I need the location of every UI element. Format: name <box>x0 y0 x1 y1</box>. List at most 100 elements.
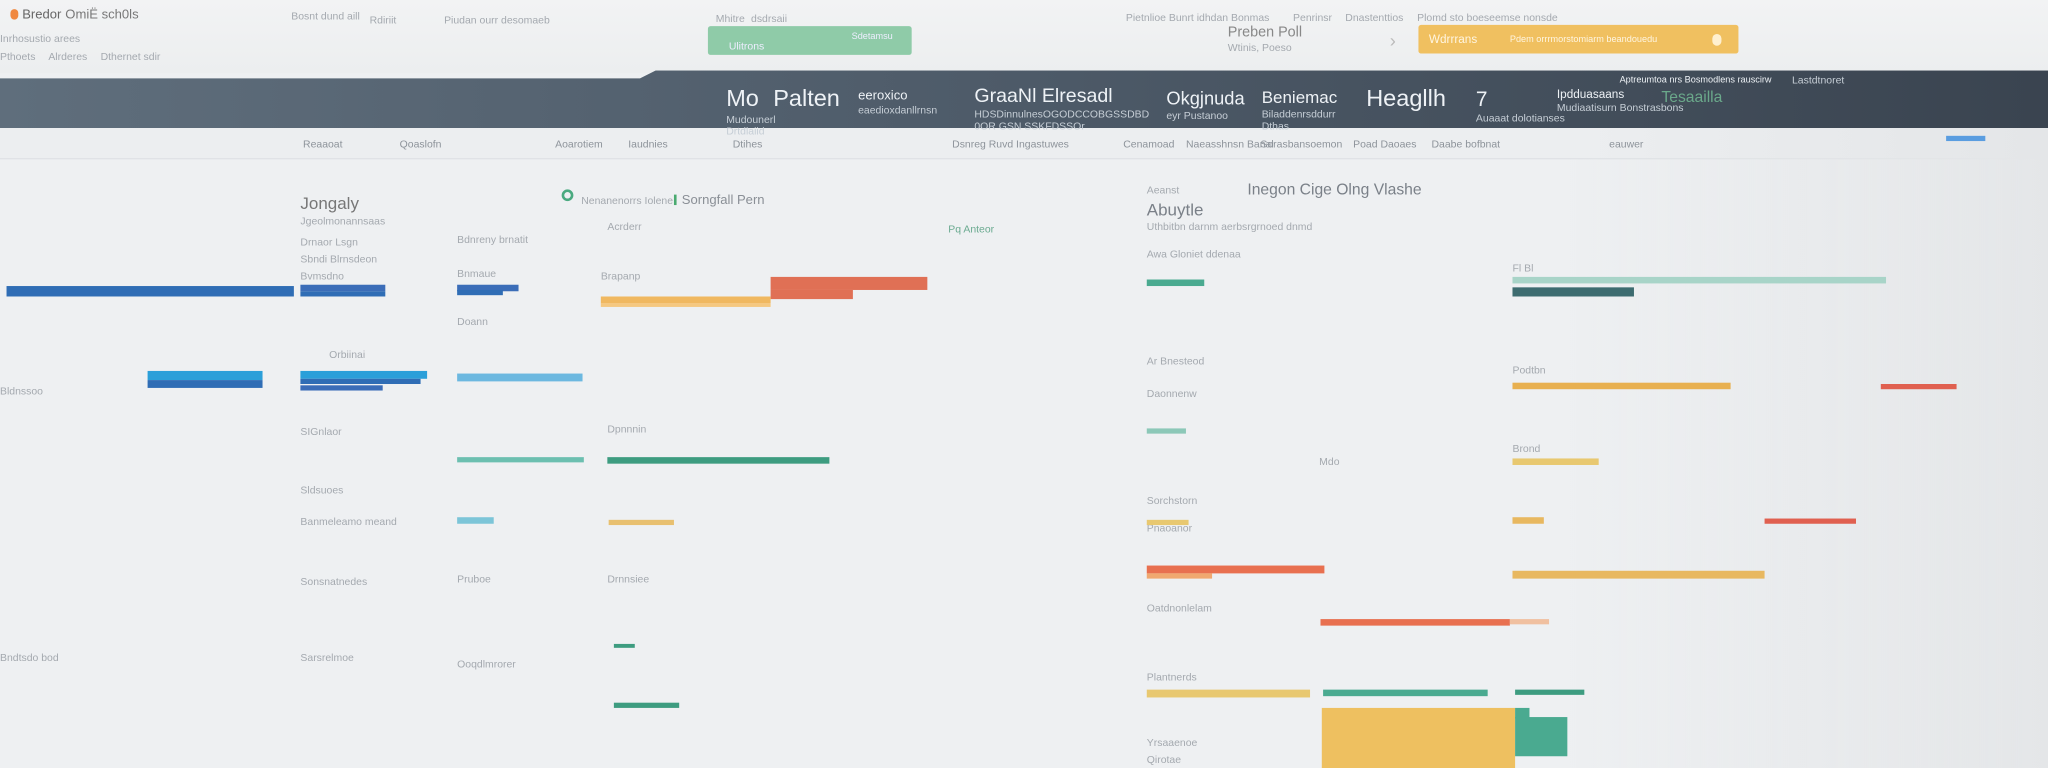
chart-bar <box>1146 279 1205 287</box>
chart-bar <box>1146 519 1189 526</box>
orange-button-text: Pdem orrrmorstomiarm beandouedu <box>1509 35 1658 45</box>
chart-label: Fl Bl <box>1512 262 1534 275</box>
app-subtitle: Inrhosustio arees <box>0 32 81 45</box>
stat-title: 7 <box>1475 88 1488 112</box>
side-label: Bldnssoo <box>0 385 43 398</box>
app-title[interactable]: OmiЁ sch0ls <box>65 7 139 23</box>
stat-extra: Dthas <box>1261 120 1290 132</box>
nav-link[interactable]: Piudan ourr desomaeb <box>444 14 550 27</box>
nav-link[interactable]: Pietnlioe Bunrt idhdan Bonmas <box>1125 11 1270 24</box>
chart-bar <box>457 517 494 524</box>
right-label: Plantnerds <box>1146 671 1197 684</box>
status-label: Sorngfall Pern <box>681 193 765 208</box>
green-button-left: Ulitrons <box>728 40 765 53</box>
chart-bar <box>770 276 928 290</box>
chart-bar <box>1509 619 1550 625</box>
chart-bar <box>147 380 263 388</box>
mid-label: Pruboe <box>457 573 491 586</box>
search-label: Mhitre <box>715 13 745 25</box>
stat-title: Tesaailla <box>1661 87 1723 106</box>
chart-bar <box>1515 707 1530 719</box>
chart-label: Mdo <box>1319 455 1340 468</box>
right-label: Oatdnonlelam <box>1146 602 1212 614</box>
chart-bar <box>300 291 386 297</box>
nav-link[interactable]: Penrinsr <box>1293 11 1332 24</box>
stat-title: Beniemac <box>1261 87 1338 108</box>
stat-title: Mo <box>726 84 759 112</box>
right-label: Ar Bnesteod <box>1146 355 1205 368</box>
chart-bar <box>1146 428 1186 434</box>
stat-title: Palten <box>773 84 840 112</box>
tab-0[interactable]: Pthoets <box>0 50 36 63</box>
stat-extra: 0OR GSN SSKFDSSOr <box>974 120 1085 132</box>
subnav-item[interactable]: Cenamoad <box>1123 138 1175 151</box>
scroll-indicator[interactable] <box>1946 135 1986 142</box>
chart-bar <box>1146 573 1213 579</box>
stat-title: Ipdduasaans <box>1556 87 1625 101</box>
chart-label: Brond <box>1512 442 1541 455</box>
nav-link[interactable]: Rdiriit <box>369 14 397 27</box>
right-label: Sorchstorn <box>1146 495 1198 507</box>
chart-bar <box>1764 518 1856 524</box>
panel-subtitle: Jgeolmonannsaas <box>300 215 386 228</box>
subnav-item[interactable]: Daabe bofbnat <box>1431 138 1501 151</box>
chart-bar <box>1515 689 1585 695</box>
side-link[interactable]: Pq Anteor <box>948 223 995 236</box>
chart-bar <box>457 373 583 382</box>
subnav-item[interactable]: Iaudnies <box>628 138 668 151</box>
panel-label: Bvmsdno <box>300 270 344 283</box>
tab-1[interactable]: Alrderes <box>48 50 88 63</box>
chart-bar <box>300 378 421 384</box>
subnav-item[interactable]: Dtihes <box>732 138 763 151</box>
stat-subtitle: Lastdtnoret <box>1791 74 1845 87</box>
stats-band <box>0 70 2048 128</box>
mid-label: Ooqdlmrorer <box>457 658 516 671</box>
panel-label: Orbiinai <box>329 348 366 361</box>
profile-sub: Wtinis, Poeso <box>1227 41 1292 54</box>
nav-link[interactable]: Plomd sto boeseemse nonsde <box>1417 11 1558 24</box>
chart-bar <box>1146 689 1311 698</box>
panel-label: SIGnlaor <box>300 425 342 438</box>
chart-bar <box>1323 689 1488 697</box>
subnav-item[interactable]: Qoaslofn <box>399 138 442 151</box>
mid-label: Brapanp <box>600 270 641 283</box>
subnav-item[interactable]: Aoarotiem <box>555 138 603 151</box>
panel-label: Drnaor Lsgn <box>300 236 358 249</box>
tab-2[interactable]: Dthernet sdir <box>100 50 161 63</box>
stat-subtitle: Auaaat dolotianses <box>1475 112 1565 125</box>
chart-bar <box>147 370 263 381</box>
chevron-right-icon[interactable]: › <box>1389 30 1396 51</box>
chart-bar <box>770 289 853 300</box>
nav-link[interactable]: Dnastenttios <box>1345 11 1404 24</box>
subnav-item[interactable]: Sorasbansoemon <box>1260 138 1343 151</box>
chart-bar <box>607 457 830 464</box>
panel-label: Sldsuoes <box>300 484 344 497</box>
green-action-button[interactable]: Ulitrons Sdetamsu <box>707 26 912 55</box>
side-label: Bndtsdo bod <box>0 651 59 664</box>
subnav-item[interactable]: Dsnreg Ruvd Ingastuwes <box>952 138 1069 151</box>
subnav-item[interactable]: Reaaoat <box>303 138 343 151</box>
mid-label: Dpnnnin <box>607 423 647 435</box>
profile-name[interactable]: Preben Poll <box>1227 24 1303 41</box>
right-label: Pnaoanor <box>1146 522 1193 535</box>
chart-bar <box>1512 517 1544 524</box>
chart-bar <box>457 289 503 296</box>
stat-title: GraaNl Elresadl <box>974 84 1113 108</box>
column-label: Bdnreny brnatit <box>457 233 529 246</box>
nav-link[interactable]: Bosnt dund aill <box>291 10 360 23</box>
subnav-item[interactable]: Poad Daoaes <box>1353 138 1417 151</box>
subnav-item[interactable]: eauwer <box>1609 138 1644 151</box>
green-button-right: Sdetamsu <box>851 32 893 42</box>
stat-subtitle: Mudounerl <box>726 113 776 126</box>
search-input[interactable]: dsdrsaii <box>751 13 788 25</box>
right-label: Qirotae <box>1146 753 1182 766</box>
subnav-item[interactable]: Naeasshnsn Banal <box>1185 138 1274 151</box>
mid-label: Drnnsiee <box>607 573 650 586</box>
orange-action-button[interactable]: Wdrrrans Pdem orrrmorstomiarm beandouedu <box>1418 24 1739 54</box>
chart-bar <box>1512 570 1765 579</box>
logo-text: Bredor <box>22 7 62 23</box>
chart-bar <box>6 286 294 297</box>
stat-subtitle: eaedioxdanllrnsn <box>858 104 938 117</box>
stat-subtitle: Mudiaatisurn Bonstrasbons <box>1556 101 1684 114</box>
